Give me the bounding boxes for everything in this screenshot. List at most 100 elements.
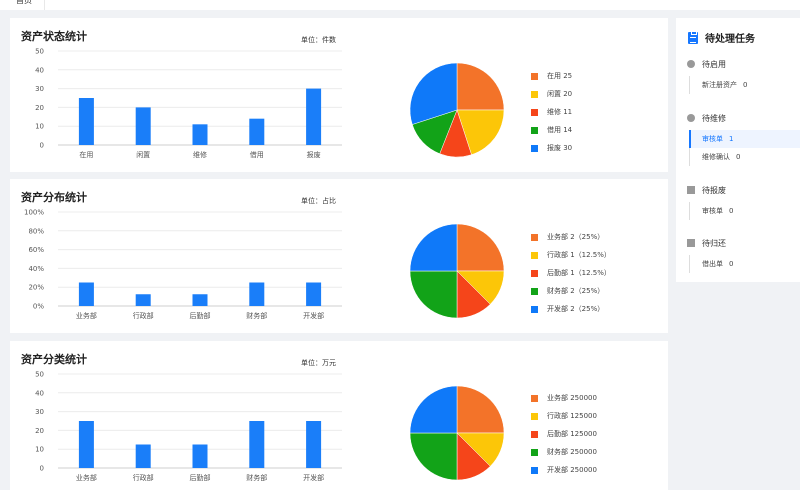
task-label: 维修确认 — [702, 153, 730, 161]
x-tick-label: 借用 — [250, 150, 264, 159]
pie-chart — [409, 223, 505, 319]
y-tick-label: 100% — [24, 209, 44, 217]
legend: 在用 25 闲置 20 维修 11 借用 14 报废 30 — [531, 67, 572, 157]
legend-swatch — [531, 430, 538, 438]
legend-item[interactable]: 开发部 2（25%） — [531, 300, 611, 318]
bar — [249, 282, 265, 306]
bar — [78, 421, 94, 468]
task-item-loan-order[interactable]: 借出单 0 — [690, 255, 800, 273]
legend-item[interactable]: 后勤部 125000 — [531, 425, 597, 443]
y-tick-label: 80% — [28, 227, 44, 235]
legend-item[interactable]: 业务部 250000 — [531, 389, 597, 407]
group-pending-return: 待归还 借出单 0 — [676, 237, 800, 273]
clipboard-icon — [688, 30, 698, 44]
legend: 业务部 250000 行政部 125000 后勤部 125000 财务部 250000… — [531, 389, 597, 479]
group-items: 审核单 1 维修确认 0 — [689, 130, 800, 166]
tab-home[interactable]: 首页 — [0, 0, 45, 10]
task-count: 0 — [729, 260, 734, 268]
play-circle-icon — [687, 60, 695, 68]
legend-swatch — [531, 72, 538, 80]
task-count: 0 — [729, 207, 734, 215]
x-tick-label: 维修 — [193, 150, 207, 159]
legend-item[interactable]: 行政部 1（12.5%） — [531, 246, 611, 264]
group-items: 审核单 0 — [689, 202, 800, 220]
bar-chart: 0 10 20 30 40 50 在用 闲置 维修 借用 报废 — [35, 48, 342, 159]
pie-slice — [409, 432, 458, 481]
y-tick-label: 40% — [28, 265, 44, 273]
legend-item[interactable]: 报废 30 — [531, 139, 572, 157]
x-tick-label: 开发部 — [303, 311, 324, 320]
bar — [78, 282, 94, 306]
legend-swatch — [531, 305, 538, 313]
legend-label: 开发部 2（25%） — [547, 305, 605, 313]
group-header[interactable]: 待报废 — [676, 184, 800, 196]
bar — [306, 88, 322, 145]
y-tick-label: 0% — [33, 303, 44, 311]
pie-slice — [409, 270, 458, 319]
group-header[interactable]: 待归还 — [676, 237, 800, 249]
task-label: 新注册资产 — [702, 81, 737, 89]
legend-item[interactable]: 维修 11 — [531, 103, 572, 121]
bar — [192, 124, 208, 145]
legend-label: 财务部 2（25%） — [547, 287, 605, 295]
x-tick-label: 行政部 — [133, 473, 154, 482]
pie-slice — [456, 385, 505, 434]
legend-label: 维修 11 — [547, 108, 573, 116]
x-tick-label: 报废 — [307, 150, 321, 159]
y-tick-label: 0 — [40, 465, 44, 473]
group-items: 新注册资产 0 — [689, 76, 800, 94]
legend-label: 后勤部 1（12.5%） — [547, 269, 611, 277]
printer-icon — [687, 239, 695, 247]
task-item-new-asset[interactable]: 新注册资产 0 — [690, 76, 800, 94]
legend-item[interactable]: 借用 14 — [531, 121, 572, 139]
legend-item[interactable]: 财务部 250000 — [531, 443, 597, 461]
task-item-scrap-review[interactable]: 审核单 0 — [690, 202, 800, 220]
unit-label: 单位：万元 — [301, 359, 336, 367]
legend: 业务部 2（25%） 行政部 1（12.5%） 后勤部 1（12.5%） 财务部 2（… — [531, 228, 611, 318]
bar — [192, 444, 208, 468]
legend-item[interactable]: 在用 25 — [531, 67, 572, 85]
legend-item[interactable]: 行政部 125000 — [531, 407, 597, 425]
bar — [78, 98, 94, 145]
group-label: 待启用 — [702, 59, 726, 69]
tab-bar: 首页 — [0, 0, 800, 10]
y-tick-label: 50 — [35, 371, 44, 379]
legend-label: 财务部 250000 — [547, 448, 597, 456]
legend-item[interactable]: 后勤部 1（12.5%） — [531, 264, 611, 282]
task-count: 0 — [736, 153, 741, 161]
pie-slice — [409, 223, 458, 272]
group-label: 待维修 — [702, 113, 726, 123]
legend-item[interactable]: 开发部 250000 — [531, 461, 597, 479]
group-header[interactable]: 待维修 — [676, 112, 800, 124]
legend-item[interactable]: 财务部 2（25%） — [531, 282, 611, 300]
y-tick-label: 30 — [35, 408, 44, 416]
legend-swatch — [531, 269, 538, 277]
group-label: 待报废 — [702, 185, 726, 195]
x-tick-label: 业务部 — [76, 473, 97, 482]
panel-title: 待处理任务 — [705, 34, 755, 45]
group-header[interactable]: 待启用 — [676, 58, 800, 70]
x-tick-label: 财务部 — [246, 473, 267, 482]
legend-swatch — [531, 287, 538, 295]
pie-slice — [456, 109, 505, 156]
x-tick-label: 后勤部 — [190, 473, 211, 482]
legend-item[interactable]: 业务部 2（25%） — [531, 228, 611, 246]
wrench-circle-icon — [687, 114, 695, 122]
x-tick-label: 财务部 — [246, 311, 267, 320]
task-item-repair-confirm[interactable]: 维修确认 0 — [690, 148, 800, 166]
legend-swatch — [531, 90, 538, 98]
bar-chart: 0% 20% 40% 60% 80% 100% 业务部 行政部 后勤部 财务部 开发部 — [24, 209, 342, 320]
legend-label: 业务部 250000 — [547, 394, 597, 402]
task-item-repair-review[interactable]: 审核单 1 — [689, 130, 800, 148]
legend-item[interactable]: 闲置 20 — [531, 85, 572, 103]
trash-icon — [687, 186, 695, 194]
legend-swatch — [531, 466, 538, 474]
pending-tasks-panel: 待处理任务 待启用 新注册资产 0 待维修 审核单 1 维修确认 0 — [676, 18, 800, 282]
y-tick-label: 60% — [28, 246, 44, 254]
x-tick-label: 闲置 — [136, 150, 150, 159]
asset-category-card: 资产分类统计 单位：万元 0 10 20 30 40 50 业务部 行政部 后勤部 财务部 开发部 … — [10, 341, 668, 490]
y-tick-label: 40 — [35, 389, 44, 397]
bar — [249, 421, 265, 468]
bar — [135, 294, 151, 306]
bar — [249, 118, 265, 145]
